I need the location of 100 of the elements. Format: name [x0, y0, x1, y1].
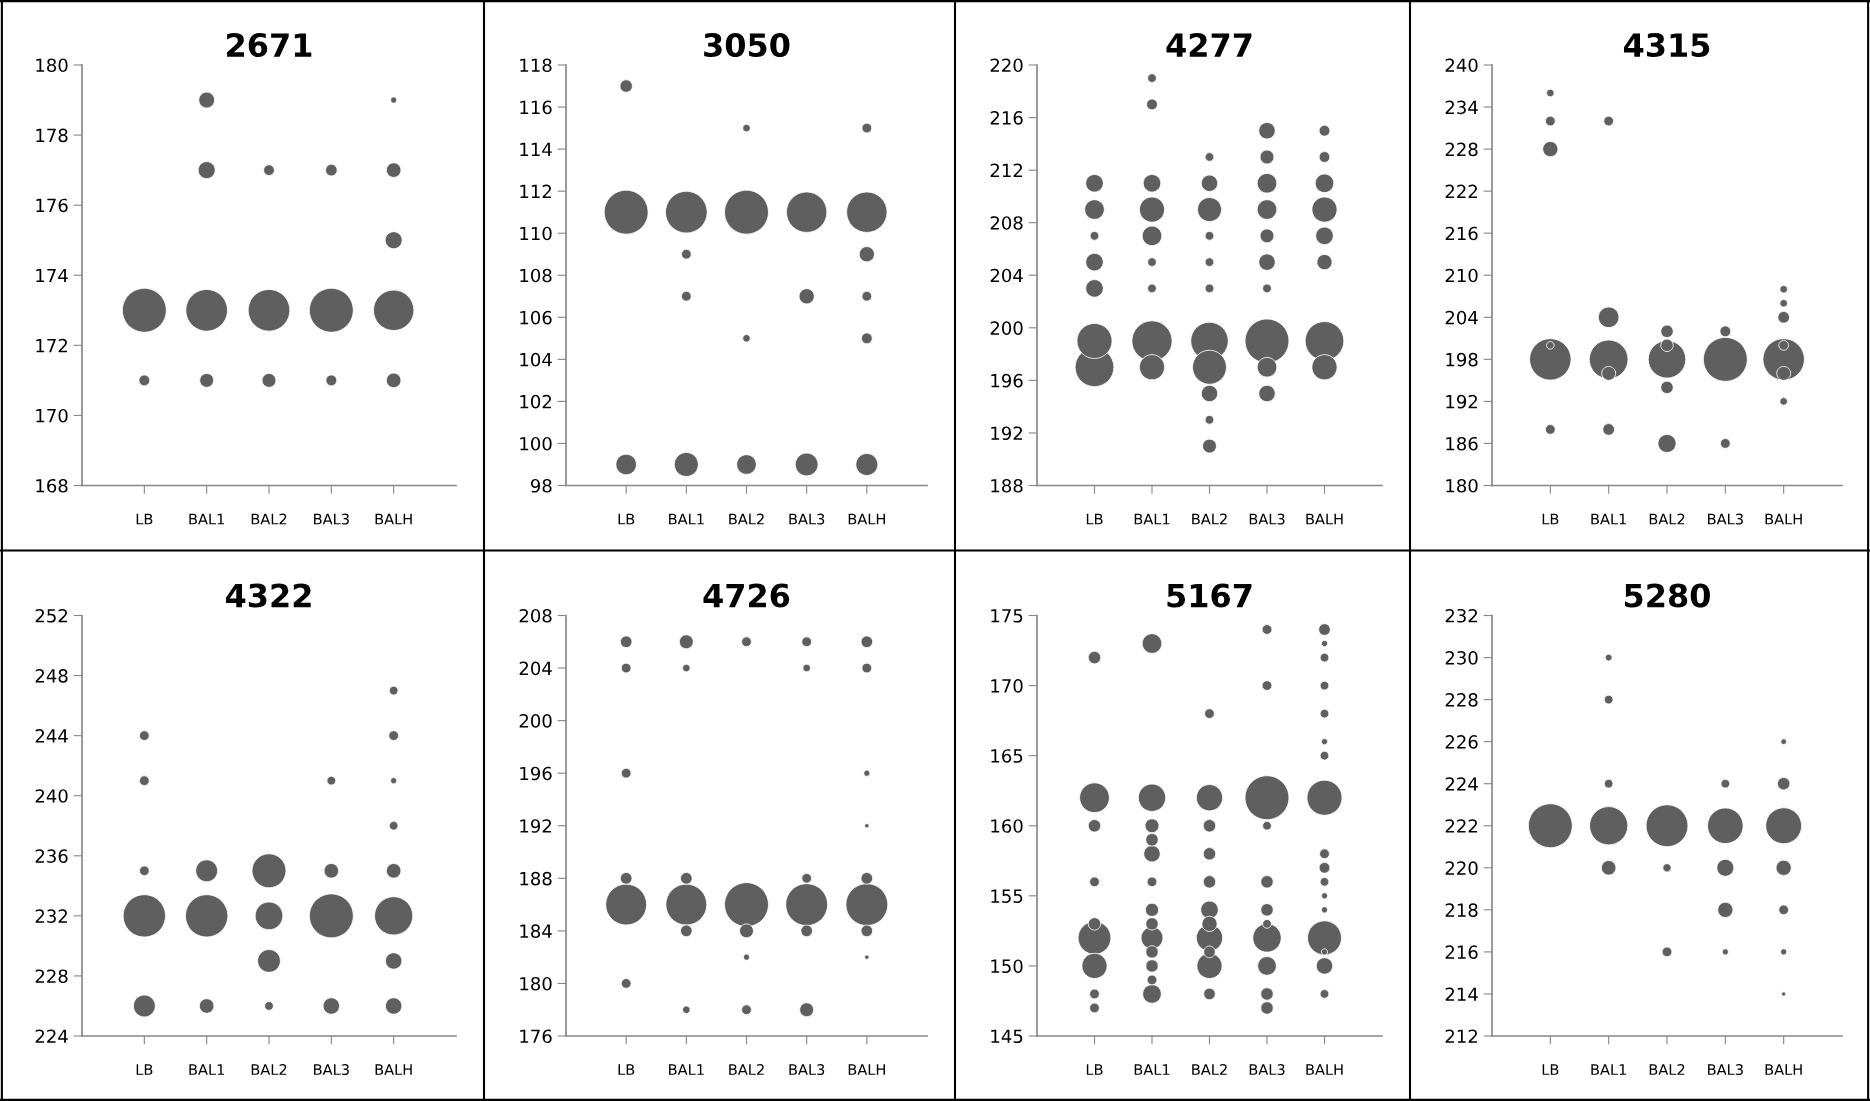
- x-tick-label: BALH: [1306, 513, 1343, 525]
- y-tick-label: 228: [1445, 693, 1478, 707]
- y-tick-label: 216: [1445, 226, 1478, 241]
- x-tick-label: BAL2: [1649, 513, 1685, 525]
- y-tick-label: 204: [990, 268, 1023, 283]
- x-tick-label: BALH: [1765, 1064, 1802, 1075]
- y-tick-label: 106: [520, 310, 552, 325]
- x-tick-label: BAL1: [1134, 1064, 1170, 1075]
- x-tick-label: LB: [618, 1064, 635, 1075]
- y-tick-label: 252: [35, 608, 67, 623]
- y-tick-label: 178: [36, 128, 68, 143]
- x-tick-label: LB: [136, 1064, 153, 1075]
- x-tick-label: BAL3: [1249, 513, 1285, 525]
- y-tick-label: 210: [1445, 268, 1478, 283]
- y-tick-label: 155: [991, 889, 1023, 903]
- chart-title: 5280: [1625, 583, 1710, 608]
- y-tick-label: 200: [519, 714, 552, 728]
- y-tick-label: 234: [1445, 100, 1478, 115]
- y-tick-label: 224: [1445, 777, 1478, 791]
- x-tick-label: BALH: [848, 513, 885, 525]
- chart-title: 3050: [704, 32, 790, 58]
- chart-title: 5167: [1167, 583, 1252, 608]
- x-tick-label: BAL3: [1708, 513, 1743, 525]
- y-tick-label: 145: [991, 1029, 1023, 1044]
- y-tick-label: 232: [35, 909, 67, 923]
- x-tick-label: BAL3: [314, 513, 349, 525]
- y-tick-label: 112: [520, 184, 551, 199]
- x-tick-label: BAL2: [729, 1064, 764, 1075]
- y-tick-label: 224: [35, 1029, 68, 1043]
- x-tick-label: BAL2: [729, 513, 764, 525]
- x-tick-label: LB: [1086, 1064, 1103, 1075]
- x-tick-label: BAL2: [1192, 513, 1227, 525]
- x-tick-label: BAL3: [789, 513, 825, 525]
- chart-title: 4315: [1623, 32, 1710, 58]
- y-tick-label: 220: [1445, 861, 1478, 875]
- x-tick-label: LB: [1086, 513, 1103, 525]
- x-tick-label: BALH: [848, 1064, 885, 1075]
- y-tick-label: 104: [520, 352, 552, 367]
- x-tick-label: LB: [136, 513, 153, 525]
- x-tick-label: BAL1: [1134, 513, 1170, 525]
- y-tick-label: 204: [519, 661, 552, 676]
- y-tick-label: 180: [520, 976, 552, 991]
- y-tick-label: 212: [990, 163, 1022, 177]
- y-tick-label: 236: [35, 849, 68, 863]
- x-tick-label: BAL3: [789, 1064, 825, 1076]
- y-tick-label: 218: [1445, 903, 1478, 917]
- y-tick-label: 108: [520, 268, 552, 283]
- y-tick-label: 165: [991, 749, 1023, 763]
- y-tick-label: 244: [35, 729, 68, 743]
- x-tick-label: BAL3: [1708, 1064, 1743, 1076]
- y-tick-label: 192: [1446, 394, 1477, 409]
- y-tick-label: 198: [1446, 352, 1478, 367]
- y-tick-label: 228: [1445, 142, 1478, 157]
- y-tick-label: 170: [36, 408, 68, 423]
- x-tick-label: BAL2: [251, 513, 287, 525]
- x-tick-label: BAL2: [1649, 1064, 1685, 1075]
- x-tick-label: LB: [1542, 513, 1559, 525]
- y-tick-label: 160: [991, 819, 1023, 833]
- x-tick-label: BAL1: [669, 513, 704, 525]
- y-tick-label: 208: [519, 608, 552, 623]
- y-tick-label: 216: [990, 111, 1023, 125]
- y-tick-label: 98: [530, 478, 552, 493]
- y-tick-label: 248: [35, 669, 68, 683]
- y-tick-label: 226: [1445, 735, 1478, 749]
- y-tick-label: 208: [990, 216, 1023, 230]
- x-tick-label: BALH: [1306, 1064, 1343, 1075]
- y-tick-label: 150: [991, 959, 1023, 974]
- y-tick-label: 110: [520, 226, 552, 241]
- y-tick-label: 228: [35, 969, 68, 984]
- x-tick-label: BAL3: [1249, 1064, 1285, 1076]
- x-tick-label: LB: [1542, 1064, 1559, 1075]
- y-tick-label: 230: [1445, 651, 1478, 665]
- x-tick-label: BAL1: [189, 1064, 225, 1075]
- y-tick-label: 222: [1445, 184, 1477, 199]
- y-tick-label: 240: [1445, 58, 1478, 73]
- y-tick-label: 220: [990, 58, 1023, 73]
- x-tick-label: BAL3: [314, 1064, 349, 1076]
- y-tick-label: 170: [991, 679, 1023, 693]
- y-tick-label: 114: [520, 142, 552, 156]
- y-tick-label: 232: [1445, 608, 1477, 623]
- y-tick-label: 192: [520, 819, 551, 833]
- y-tick-label: 214: [1445, 987, 1478, 1001]
- x-tick-label: BAL1: [1591, 513, 1627, 525]
- y-tick-label: 102: [520, 394, 551, 409]
- y-tick-label: 188: [991, 478, 1023, 493]
- y-tick-label: 204: [1445, 310, 1478, 325]
- x-tick-label: BAL1: [669, 1064, 704, 1075]
- y-tick-label: 184: [520, 924, 552, 938]
- y-tick-label: 196: [991, 373, 1023, 388]
- y-tick-label: 222: [1445, 819, 1477, 833]
- y-tick-label: 216: [1445, 945, 1478, 960]
- y-tick-label: 118: [520, 58, 552, 73]
- x-tick-label: BALH: [1765, 513, 1802, 525]
- y-tick-label: 174: [36, 268, 68, 283]
- x-tick-label: LB: [618, 513, 635, 525]
- y-tick-label: 240: [35, 789, 68, 803]
- chart-title: 4322: [225, 583, 311, 608]
- x-tick-label: BAL1: [1591, 1064, 1627, 1075]
- y-tick-label: 180: [1446, 478, 1478, 493]
- y-tick-label: 192: [991, 426, 1022, 441]
